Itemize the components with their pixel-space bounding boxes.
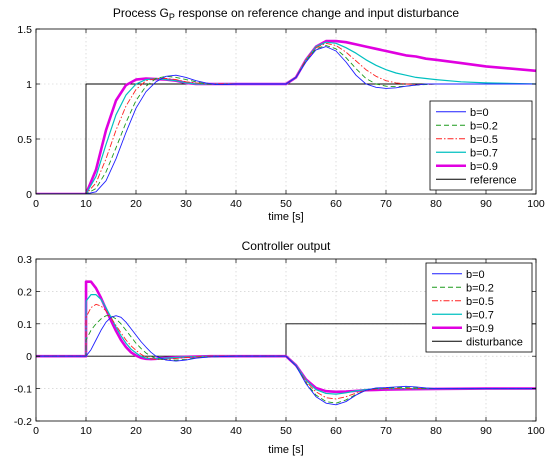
- x-tick-label: 10: [80, 198, 92, 210]
- x-tick-label: 30: [180, 425, 192, 437]
- x-tick-label: 10: [80, 425, 92, 437]
- x-tick-label: 80: [430, 198, 442, 210]
- x-tick-label: 40: [230, 425, 242, 437]
- legend-entry: b=0.7: [470, 147, 498, 159]
- legend-box: [425, 262, 533, 353]
- x-tick-label: 20: [130, 198, 142, 210]
- legend-entry: b=0.2: [470, 120, 498, 132]
- y-tick-label: -0.1: [14, 384, 32, 396]
- series-line-reference: [36, 83, 536, 194]
- series-line-b-0-5: [36, 303, 536, 400]
- plot-area: [36, 39, 536, 194]
- x-tick-label: 70: [380, 425, 392, 437]
- y-tick-label: 0.3: [17, 254, 32, 266]
- chart-title: Process GP response on reference change …: [113, 6, 460, 22]
- series-line-b-0-2: [36, 315, 536, 404]
- title-rest: response on reference change and input d…: [175, 6, 460, 20]
- x-axis-label: time [s]: [268, 444, 303, 456]
- x-tick-label: 0: [33, 425, 39, 437]
- legend-box: [429, 100, 533, 191]
- chart-title: Controller output: [242, 239, 331, 253]
- title-subscript: P: [169, 12, 175, 22]
- chart-process-response: Process GP response on reference change …: [17, 6, 545, 223]
- y-tick-label: 0: [26, 351, 32, 363]
- x-tick-label: 60: [330, 425, 342, 437]
- series-line-b-0: [36, 315, 536, 406]
- x-tick-label: 50: [280, 425, 292, 437]
- x-tick-label: 40: [230, 198, 242, 210]
- series-line-b-0-5: [36, 42, 536, 194]
- x-tick-label: 70: [380, 198, 392, 210]
- y-tick-label: 1.5: [17, 24, 32, 36]
- y-tick-label: 0.1: [17, 319, 32, 331]
- x-tick-label: 20: [130, 425, 142, 437]
- x-tick-label: 80: [430, 425, 442, 437]
- x-tick-label: 60: [330, 198, 342, 210]
- legend-entry: b=0: [466, 269, 485, 281]
- legend-entry: b=0.7: [466, 309, 494, 321]
- title-main: Process G: [113, 6, 169, 20]
- series-line-disturbance: [36, 323, 536, 357]
- legend-entry: b=0.5: [466, 296, 494, 308]
- x-tick-label: 50: [280, 198, 292, 210]
- y-tick-label: 0: [26, 189, 32, 201]
- legend-entry: b=0.9: [466, 323, 494, 335]
- legend-entry: b=0: [470, 107, 489, 119]
- y-tick-label: 0.5: [17, 134, 32, 146]
- legend-entry: disturbance: [466, 336, 523, 348]
- legend-entry: reference: [470, 174, 516, 186]
- chart-controller-output: Controller output time [s] 0 10 20 30 40 50 60…: [14, 239, 545, 456]
- legend-entry: b=0.2: [466, 282, 494, 294]
- y-tick-label: 1: [26, 79, 32, 91]
- x-tick-label: 100: [527, 425, 545, 437]
- series-line-b-0: [36, 46, 536, 194]
- y-tick-label: 0.2: [17, 286, 32, 298]
- x-tick-label: 90: [480, 425, 492, 437]
- y-tick-label: -0.2: [14, 416, 32, 428]
- x-tick-label: 0: [33, 198, 39, 210]
- x-axis-label: time [s]: [268, 211, 303, 223]
- legend-entry: b=0.5: [470, 134, 498, 146]
- plot-area: [36, 280, 536, 406]
- x-tick-label: 100: [527, 198, 545, 210]
- legend-entry: b=0.9: [470, 161, 498, 173]
- x-tick-label: 30: [180, 198, 192, 210]
- x-tick-label: 90: [480, 198, 492, 210]
